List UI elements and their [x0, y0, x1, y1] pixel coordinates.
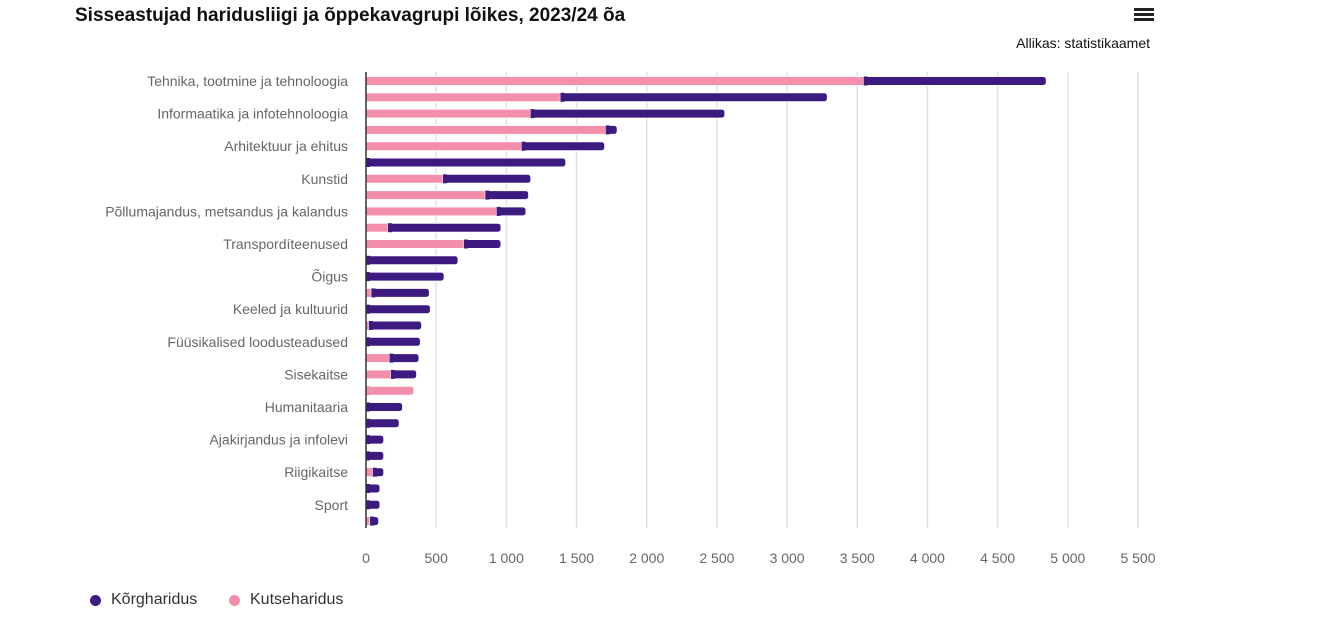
bar-cap [366, 484, 370, 493]
hamburger-menu-icon[interactable] [1134, 6, 1154, 22]
legend-dot-icon [90, 594, 101, 606]
x-tick-label: 0 [362, 550, 370, 566]
y-category-label: Informaatika ja infotehnoloogia [157, 106, 348, 122]
x-tick-label: 3 500 [840, 550, 875, 566]
bar-cap [366, 386, 370, 396]
y-category-label: Sisekaitse [284, 366, 348, 382]
bar-cap [366, 435, 370, 445]
legend-dot-icon [229, 594, 240, 606]
bar-kutseharidus [365, 369, 392, 380]
bar-korgharidus [559, 92, 828, 103]
bar-cap [530, 109, 535, 119]
bar-korgharidus [863, 76, 1047, 86]
bar-cap [366, 272, 370, 282]
bar-cap [368, 321, 373, 330]
legend-item-kutseharidus[interactable]: Kutseharidus [229, 591, 343, 609]
bar-cap [366, 255, 370, 265]
bar-kutseharidus [365, 173, 444, 184]
bar-kutseharidus [365, 385, 415, 396]
bar-cap [366, 500, 370, 510]
bar-korgharidus [442, 173, 532, 184]
x-tick-label: 4 000 [910, 550, 945, 566]
bar-kutseharidus [365, 124, 607, 135]
bar-korgharidus [370, 287, 430, 298]
bar-cap [496, 206, 501, 216]
bar-cap [371, 288, 376, 298]
bar-korgharidus [388, 353, 420, 364]
y-category-label: Riigikaitse [284, 464, 348, 480]
y-category-label: Kunstid [301, 171, 348, 187]
legend-item-korgharidus[interactable]: Kõrgharidus [90, 591, 197, 609]
chart-title: Sisseastujad haridusliigi ja õppekavagru… [75, 5, 626, 26]
bar-korgharidus [484, 190, 530, 201]
bar-kutseharidus [365, 239, 465, 249]
bar-cap [389, 353, 394, 363]
bar-cap [366, 418, 370, 428]
bar-kutseharidus [365, 287, 372, 298]
x-tick-label: 500 [425, 550, 449, 566]
bar-kutseharidus [365, 141, 523, 152]
x-tick-label: 1 500 [559, 550, 594, 566]
bar-korgharidus [368, 320, 423, 331]
bar-cap [366, 402, 370, 412]
y-category-label: Humanitaaria [265, 399, 348, 415]
bar-korgharidus [496, 206, 527, 217]
x-tick-label: 2 000 [629, 550, 664, 566]
bar-korgharidus [365, 157, 567, 168]
legend-label: Kutseharidus [250, 591, 344, 608]
y-category-label: Õigus [311, 269, 348, 285]
bar-cap [366, 304, 370, 314]
bar-cap [863, 76, 868, 86]
bar-kutseharidus [365, 222, 389, 233]
bar-kutseharidus [365, 206, 498, 217]
bar-cap [372, 467, 377, 477]
bar-korgharidus [365, 304, 431, 315]
y-category-label: Põllumajandus, metsandus ja kalandus [105, 203, 348, 219]
y-category-label: Füüsikalised loodusteadused [167, 334, 348, 350]
bar-kutseharidus [365, 76, 865, 86]
bar-cap [370, 516, 375, 526]
bar-cap [442, 174, 447, 184]
bar-cap [463, 239, 468, 249]
bar-kutseharidus [365, 92, 561, 103]
x-tick-label: 1 000 [489, 550, 524, 566]
bar-korgharidus [365, 418, 400, 429]
bar-korgharidus [365, 255, 459, 266]
y-category-label: Tehnika, tootmine ja tehnoloogia [147, 73, 348, 89]
source-label: Allikas: statistikaamet [1016, 35, 1150, 51]
x-tick-label: 5 500 [1120, 550, 1155, 566]
y-category-label: Sport [315, 497, 349, 513]
x-tick-label: 5 000 [1050, 550, 1085, 566]
bar-korgharidus [387, 222, 502, 233]
bar-cap [560, 92, 565, 102]
bar-korgharidus [365, 336, 421, 347]
bar-korgharidus [463, 239, 502, 249]
x-tick-label: 4 500 [980, 550, 1015, 566]
bar-kutseharidus [365, 190, 486, 201]
y-category-label: Ajakirjandus ja infolevi [209, 432, 348, 448]
bar-kutseharidus [365, 108, 532, 119]
y-category-label: Arhitektuur ja ehitus [224, 138, 348, 154]
bar-cap [366, 158, 370, 167]
legend-label: Kõrgharidus [111, 591, 198, 608]
bar-korgharidus [365, 271, 445, 282]
x-tick-label: 3 000 [770, 550, 805, 566]
bar-cap [485, 190, 490, 200]
bar-korgharidus [365, 402, 404, 412]
x-tick-label: 2 500 [699, 550, 734, 566]
bar-cap [366, 337, 370, 347]
bar-cap [605, 125, 610, 135]
bar-korgharidus [530, 108, 726, 119]
bar-cap [387, 223, 392, 233]
bar-cap [366, 451, 370, 461]
y-category-label: Keeled ja kultuurid [233, 301, 348, 317]
bar-cap [521, 141, 526, 151]
bar-cap [390, 369, 395, 379]
bar-korgharidus [521, 141, 606, 152]
bar-kutseharidus [365, 353, 390, 364]
bar-kutseharidus [365, 467, 374, 478]
y-category-label: Transpordíteenused [223, 236, 348, 252]
